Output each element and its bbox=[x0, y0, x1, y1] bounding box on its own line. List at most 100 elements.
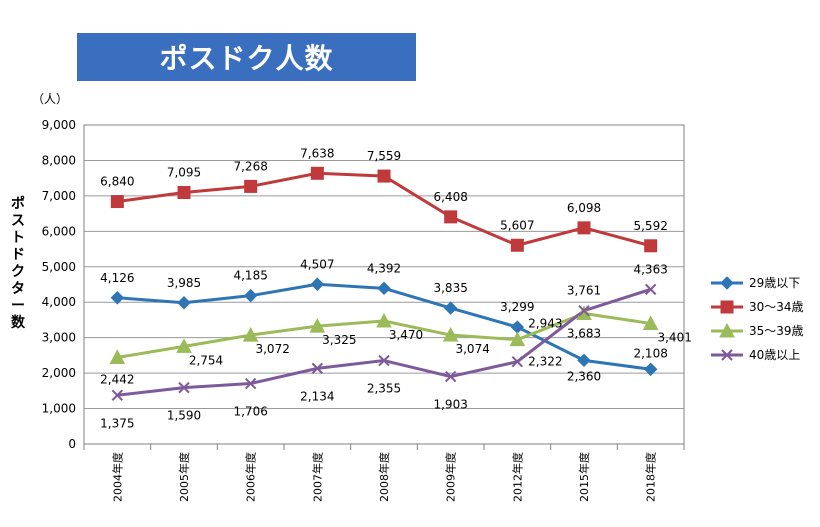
data-point bbox=[376, 312, 392, 328]
data-point bbox=[176, 338, 192, 353]
data-label: 5,592 bbox=[633, 219, 667, 233]
data-label: 3,835 bbox=[433, 281, 467, 295]
data-label: 6,408 bbox=[433, 190, 467, 204]
data-label: 2,322 bbox=[528, 355, 562, 369]
data-point bbox=[442, 326, 459, 342]
data-point bbox=[378, 354, 390, 367]
y-tick-label: 7,000 bbox=[42, 189, 76, 203]
data-label: 7,559 bbox=[367, 149, 401, 163]
y-tick-label: 4,000 bbox=[42, 295, 76, 309]
data-label: 2,943 bbox=[528, 317, 562, 331]
data-label: 1,706 bbox=[233, 405, 267, 419]
legend-marker bbox=[719, 322, 735, 338]
data-point bbox=[444, 210, 458, 224]
data-label: 2,360 bbox=[567, 369, 601, 383]
data-point bbox=[377, 281, 391, 296]
data-point bbox=[309, 318, 326, 333]
data-point bbox=[311, 362, 324, 375]
legend-marker bbox=[720, 300, 734, 314]
data-label: 3,761 bbox=[567, 284, 601, 298]
title-banner: ポスドク人数 bbox=[77, 33, 416, 81]
data-label: 2,754 bbox=[189, 353, 223, 367]
data-label: 1,375 bbox=[100, 416, 134, 430]
y-tick-label: 3,000 bbox=[42, 331, 76, 345]
y-tick-label: 2,000 bbox=[42, 366, 76, 380]
x-tick-label: 2008年度 bbox=[377, 452, 391, 502]
data-point bbox=[111, 389, 124, 401]
data-point bbox=[578, 304, 590, 317]
data-label: 2,442 bbox=[100, 372, 134, 386]
y-tick-label: 5,000 bbox=[42, 260, 76, 274]
data-point bbox=[244, 179, 258, 193]
legend-label: 35～39歳 bbox=[749, 324, 804, 338]
legend-marker bbox=[720, 276, 734, 290]
y-tick-label: 6,000 bbox=[42, 224, 76, 238]
plot-frame bbox=[83, 124, 685, 445]
data-label: 7,268 bbox=[233, 159, 267, 173]
data-label: 5,607 bbox=[500, 218, 534, 232]
data-point bbox=[177, 186, 191, 200]
data-point bbox=[577, 221, 591, 235]
chart-title: ポスドク人数 bbox=[159, 42, 334, 75]
data-label: 3,470 bbox=[389, 328, 423, 342]
data-point bbox=[510, 238, 524, 252]
data-label: 4,507 bbox=[300, 257, 334, 271]
data-label: 6,840 bbox=[100, 175, 134, 189]
data-label: 7,095 bbox=[167, 166, 201, 180]
data-label: 4,392 bbox=[367, 261, 401, 275]
x-tick-label: 2007年度 bbox=[310, 452, 324, 502]
x-tick-label: 2015年度 bbox=[577, 452, 591, 502]
data-label: 3,401 bbox=[657, 330, 691, 344]
data-point bbox=[443, 301, 458, 315]
data-label: 4,126 bbox=[100, 271, 134, 285]
data-label: 6,098 bbox=[567, 201, 601, 215]
data-label: 3,985 bbox=[167, 276, 201, 290]
data-point bbox=[644, 283, 657, 296]
x-tick-label: 2005年度 bbox=[177, 452, 191, 502]
data-point bbox=[377, 169, 391, 183]
data-label: 2,355 bbox=[367, 382, 401, 396]
data-label: 4,185 bbox=[233, 269, 267, 283]
y-tick-label: 8,000 bbox=[42, 153, 76, 167]
x-tick-label: 2012年度 bbox=[510, 452, 524, 502]
data-label: 7,638 bbox=[300, 146, 334, 160]
data-label: 3,072 bbox=[255, 342, 289, 356]
legend-marker bbox=[721, 349, 733, 361]
data-point bbox=[178, 381, 190, 394]
x-tick-label: 2018年度 bbox=[644, 452, 658, 502]
data-label: 1,903 bbox=[433, 398, 467, 412]
data-point bbox=[509, 331, 526, 347]
data-label: 2,134 bbox=[300, 389, 334, 403]
data-label: 3,299 bbox=[500, 300, 534, 314]
legend-label: 29歳以下 bbox=[749, 276, 800, 290]
data-point bbox=[642, 315, 659, 330]
data-label: 2,108 bbox=[633, 346, 667, 360]
y-tick-label: 1,000 bbox=[42, 402, 76, 416]
data-label: 4,363 bbox=[633, 262, 667, 276]
x-tick-label: 2004年度 bbox=[110, 452, 124, 502]
data-label: 3,683 bbox=[567, 326, 601, 340]
y-tick-label: 9,000 bbox=[42, 118, 76, 132]
data-point bbox=[444, 370, 457, 383]
data-point bbox=[177, 296, 191, 310]
data-label: 1,590 bbox=[167, 409, 201, 423]
data-point bbox=[577, 353, 591, 368]
legend-label: 30～34歳 bbox=[749, 300, 804, 314]
x-tick-label: 2009年度 bbox=[444, 452, 458, 502]
data-point bbox=[244, 377, 257, 390]
y-axis-unit: （人） bbox=[32, 92, 68, 106]
data-label: 3,325 bbox=[322, 333, 356, 347]
data-point bbox=[110, 291, 125, 305]
legend-label: 40歳以上 bbox=[749, 348, 800, 362]
data-point bbox=[643, 362, 658, 376]
data-point bbox=[310, 277, 325, 291]
data-point bbox=[510, 320, 525, 334]
data-point bbox=[644, 239, 658, 253]
data-point bbox=[511, 355, 524, 368]
data-point bbox=[243, 288, 258, 303]
y-axis-label: ポストドクター数 bbox=[11, 195, 26, 331]
data-point bbox=[242, 327, 259, 342]
data-point bbox=[110, 195, 124, 209]
data-label: 3,074 bbox=[455, 342, 489, 356]
